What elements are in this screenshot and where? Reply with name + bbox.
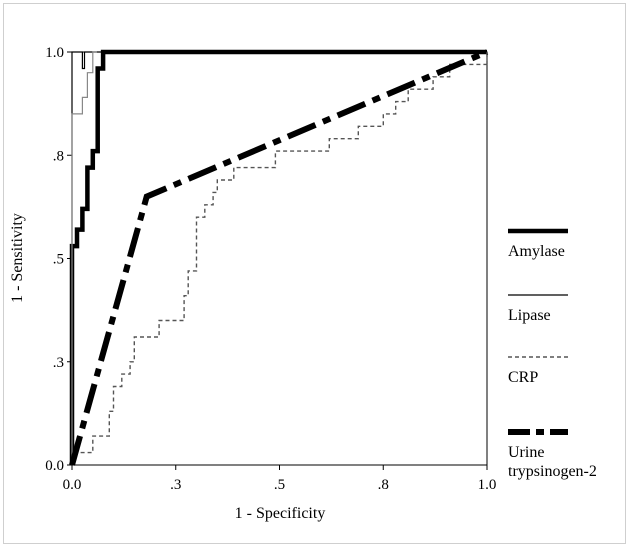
y-tick-label: .3 bbox=[53, 355, 64, 371]
legend-label: Lipase bbox=[508, 307, 551, 324]
x-tick-label: 0.0 bbox=[63, 477, 82, 493]
legend-label: Urine trypsinogen-2 bbox=[508, 444, 597, 480]
y-tick-label: 0.0 bbox=[45, 458, 64, 474]
y-tick-label: .8 bbox=[53, 148, 64, 164]
series-line-lipase bbox=[71, 51, 487, 465]
y-tick-label: 1.0 bbox=[45, 45, 64, 61]
x-tick-label: 1.0 bbox=[478, 477, 497, 493]
plot-area bbox=[71, 51, 488, 466]
y-axis-title: 1 - Sensitivity bbox=[9, 213, 26, 303]
series-line-urine-trypsinogen-2 bbox=[69, 49, 489, 466]
x-tick-label: .8 bbox=[378, 477, 389, 493]
series-line-crp bbox=[71, 52, 488, 465]
x-axis-ticks: 0.0 .3 .5 .8 1.0 bbox=[63, 465, 497, 493]
legend-label: CRP bbox=[508, 369, 538, 386]
x-tick-label: .5 bbox=[274, 477, 285, 493]
y-axis-ticks: 0.0 .3 .5 .8 1.0 bbox=[45, 45, 72, 474]
series-line-lipase bbox=[71, 51, 97, 465]
legend-label: Amylase bbox=[508, 243, 565, 260]
x-tick-label: .3 bbox=[170, 477, 181, 493]
x-axis-title: 1 - Specificity bbox=[235, 505, 326, 522]
series-line-amylase bbox=[69, 49, 487, 465]
y-tick-label: .5 bbox=[53, 252, 64, 268]
figure-frame bbox=[3, 3, 626, 544]
legend: Amylase Lipase CRP Urine trypsinogen-2 bbox=[508, 228, 597, 480]
series-layer bbox=[69, 49, 489, 466]
